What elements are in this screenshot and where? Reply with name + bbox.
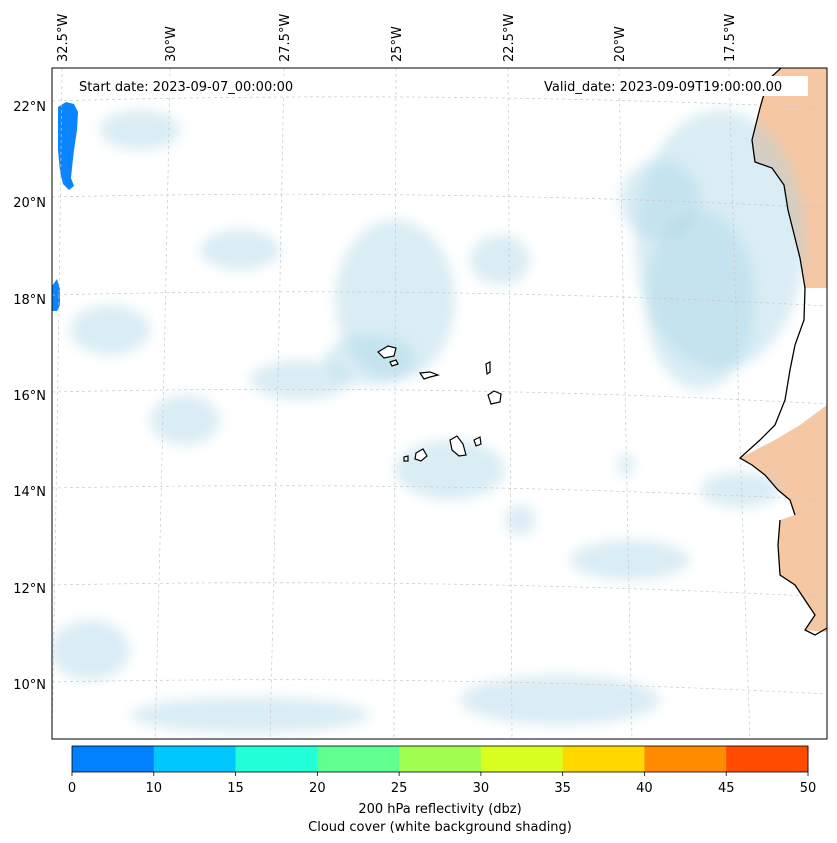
lat-label: 22°N: [13, 100, 46, 115]
colorbar-tick-label: 15: [227, 781, 244, 796]
lon-label: 20°W: [613, 26, 628, 62]
colorbar-tick-label: 10: [146, 781, 163, 796]
parallel-line: [52, 485, 827, 501]
lat-label: 12°N: [13, 582, 46, 597]
lon-label: 22.5°W: [502, 14, 517, 62]
colorbar: 0 10 15 20 25 30 35 40 45 50 200 hPa reflectivity…: [68, 745, 816, 835]
parallel-line: [52, 291, 827, 307]
cape-verde-islands: [377, 345, 502, 462]
colorbar-swatch: [317, 746, 400, 772]
parallel-line: [52, 582, 827, 598]
graticule: [52, 68, 827, 739]
cloud-patch: [470, 235, 530, 285]
cloud-patch: [70, 305, 150, 355]
latitude-labels: 22°N 20°N 18°N 16°N 14°N 12°N 10°N: [13, 100, 46, 693]
colorbar-swatch: [399, 746, 482, 772]
cloud-patch: [52, 620, 130, 680]
colorbar-tick-label: 35: [554, 781, 571, 796]
lat-label: 16°N: [13, 389, 46, 404]
lat-label: 20°N: [13, 196, 46, 211]
start-date-label: Start date: 2023-09-07_00:00:00: [79, 80, 293, 95]
africa-coastline-north: [738, 68, 806, 516]
colorbar-title: 200 hPa reflectivity (dbz): [358, 802, 521, 817]
africa-land-south: [740, 405, 827, 632]
lon-label: 25°W: [390, 26, 405, 62]
cloud-patch: [250, 360, 350, 400]
africa-coastline-south: [777, 519, 827, 636]
colorbar-swatch: [235, 746, 318, 772]
lat-label: 14°N: [13, 485, 46, 500]
reflectivity-patch: [58, 102, 78, 190]
meridian-line: [728, 68, 751, 739]
cloud-patch: [130, 697, 370, 733]
parallel-line: [52, 96, 827, 109]
cloud-patch: [505, 505, 535, 535]
cloud-patch: [395, 440, 505, 500]
colorbar-swatches: [72, 746, 809, 772]
island-boa-vista: [487, 390, 502, 405]
colorbar-swatch: [644, 746, 727, 772]
island-sal: [485, 361, 491, 376]
meridian-line: [154, 68, 171, 739]
cloud-patch: [100, 110, 180, 150]
colorbar-ticks: [71, 772, 809, 776]
colorbar-swatch: [726, 746, 809, 772]
reflectivity-layer: [52, 102, 78, 311]
colorbar-tick-label: 20: [309, 781, 326, 796]
island-sao-nicolau: [418, 371, 441, 380]
island-santo-antao: [377, 345, 397, 359]
coastlines: [738, 68, 827, 636]
lat-label: 10°N: [13, 678, 46, 693]
lon-label: 27.5°W: [278, 14, 293, 62]
colorbar-frame: [71, 745, 809, 773]
cloud-patch: [150, 395, 220, 445]
lat-label: 18°N: [13, 293, 46, 308]
valid-date-box: [538, 76, 808, 96]
island-brava: [403, 455, 409, 462]
colorbar-swatch: [72, 746, 155, 772]
cloud-patch: [618, 453, 634, 477]
lon-label: 17.5°W: [723, 14, 738, 62]
parallel-line: [52, 193, 827, 209]
meridian-line: [269, 68, 285, 739]
parallel-line: [52, 679, 827, 695]
colorbar-tick-labels: 0 10 15 20 25 30 35 40 45 50: [68, 781, 816, 796]
colorbar-tick-label: 45: [718, 781, 735, 796]
colorbar-tick-label: 30: [473, 781, 490, 796]
plot-frame: [51, 67, 828, 740]
reflectivity-patch: [52, 279, 60, 311]
lon-label: 30°W: [164, 26, 179, 62]
colorbar-tick-label: 25: [391, 781, 408, 796]
cloud-patch: [200, 230, 280, 270]
cloud-patch: [700, 472, 780, 508]
island-sao-vicente: [389, 359, 399, 367]
colorbar-tick-label: 50: [800, 781, 817, 796]
cloud-patch: [570, 540, 690, 580]
island-maio: [473, 436, 482, 447]
colorbar-swatch: [153, 746, 237, 772]
island-santiago: [449, 435, 467, 457]
island-fogo: [414, 448, 428, 462]
colorbar-subtitle: Cloud cover (white background shading): [308, 820, 572, 835]
parallel-line: [52, 388, 827, 405]
cloud-patch: [620, 160, 700, 240]
colorbar-swatch: [480, 746, 564, 772]
valid-date-label: Valid_date: 2023-09-09T19:00:00.00: [544, 80, 782, 95]
cloud-patch: [460, 675, 660, 725]
start-date-box: [73, 76, 313, 96]
colorbar-tick-label: 40: [636, 781, 653, 796]
longitude-labels: 32.5°W 30°W 27.5°W 25°W 22.5°W 20°W 17.5…: [56, 14, 738, 62]
colorbar-tick-label: 0: [68, 781, 76, 796]
lon-label: 32.5°W: [56, 14, 71, 62]
colorbar-swatch: [562, 746, 645, 772]
